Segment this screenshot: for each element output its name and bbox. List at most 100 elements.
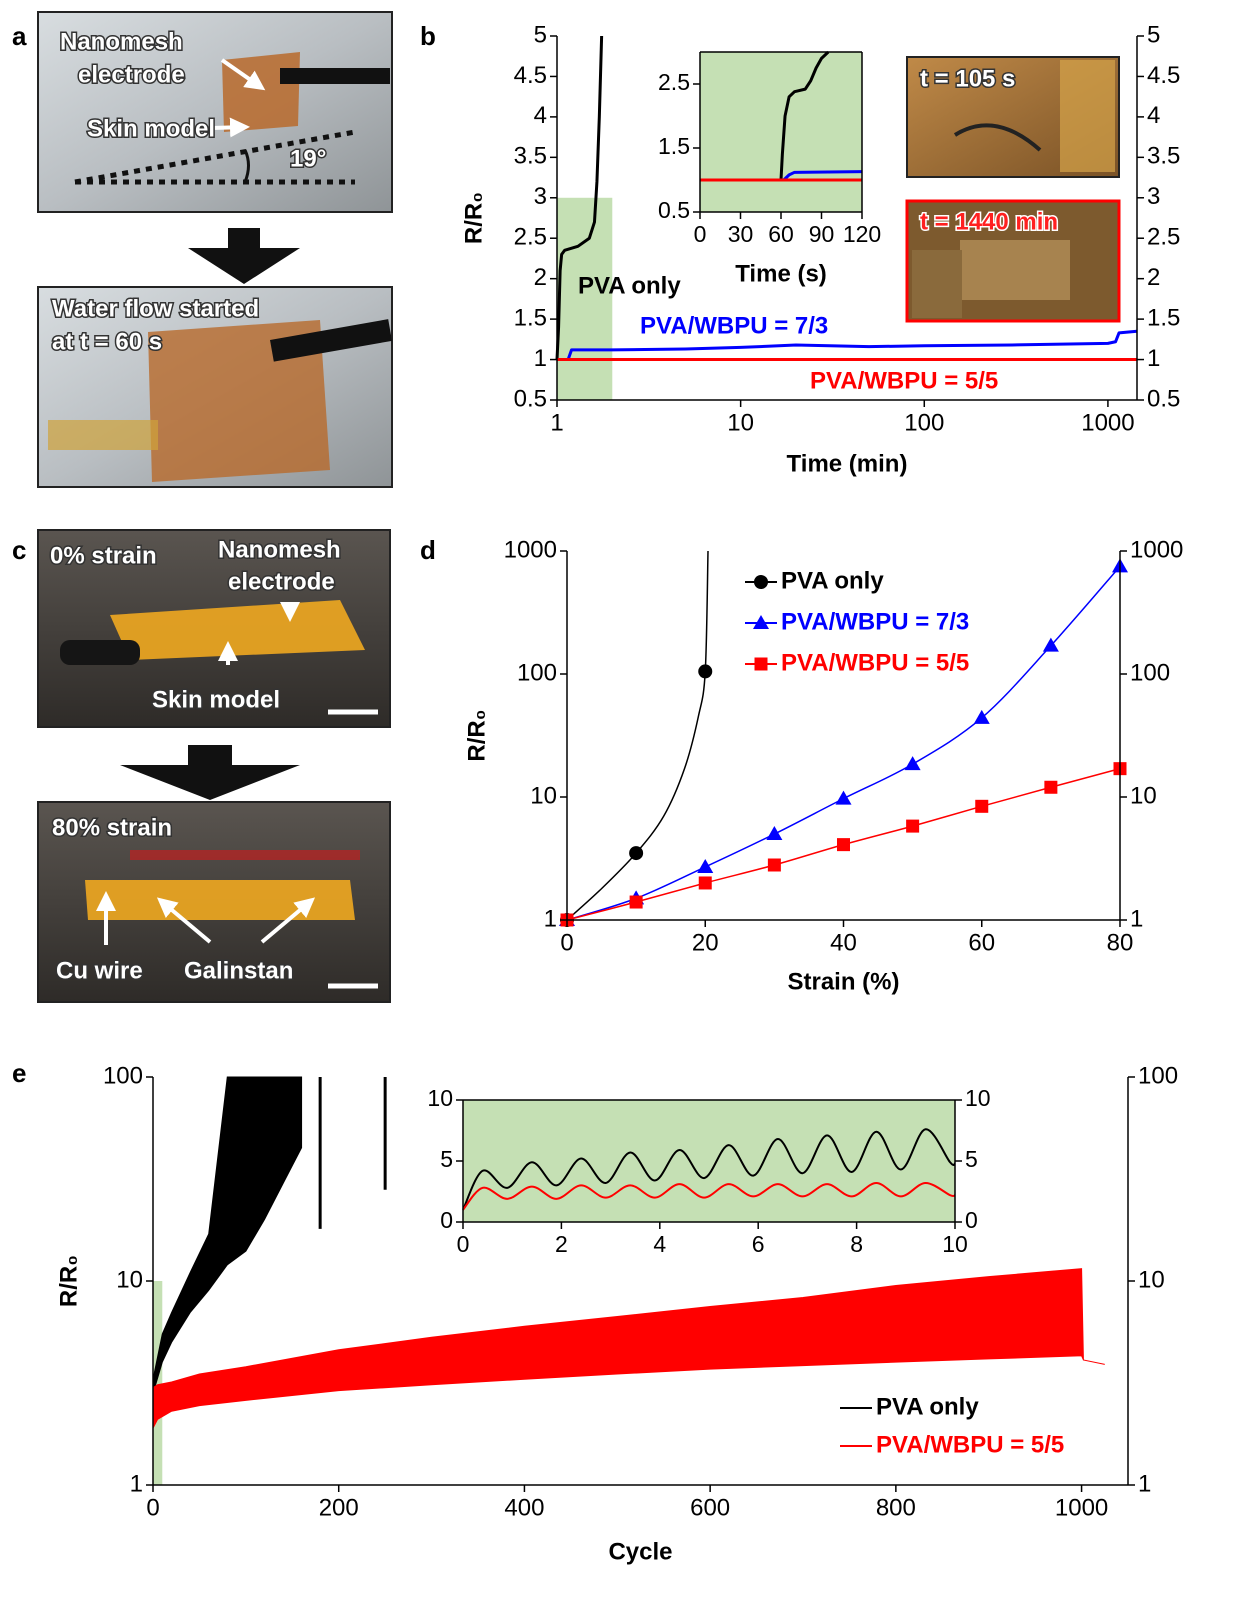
panel-label: c	[12, 535, 26, 565]
photo-label: Water flow started	[52, 295, 259, 322]
marker	[837, 838, 850, 851]
y-tick-label: 1	[544, 905, 557, 932]
photo: Nanomesh electrode Skin model 19°	[38, 12, 392, 212]
y-tick-label-right: 1	[1130, 905, 1143, 932]
photo-label: Skin model	[152, 686, 280, 713]
marker	[1044, 781, 1057, 794]
x-axis-title: Time (s)	[735, 260, 827, 287]
y-tick-label: 5	[534, 21, 547, 48]
y-tick-label-right: 3.5	[1147, 143, 1180, 170]
y-tick-label: 0.5	[658, 197, 690, 223]
x-tick-label: 60	[768, 221, 794, 247]
panel-label: b	[420, 21, 436, 51]
x-tick-label: 90	[809, 221, 835, 247]
y-tick-label-right: 5	[965, 1146, 978, 1172]
x-tick-label: 800	[876, 1494, 916, 1521]
y-tick-label-right: 2.5	[1147, 224, 1180, 251]
y-tick-label: 0	[440, 1207, 453, 1233]
y-tick-label: 1.5	[514, 304, 547, 331]
y-tick-label: 5	[440, 1146, 453, 1172]
marker	[975, 800, 988, 813]
y-tick-label-right: 100	[1138, 1062, 1178, 1089]
panel-label: e	[12, 1058, 26, 1088]
y-tick-label-right: 10	[965, 1085, 991, 1111]
photo-label: Nanomesh	[60, 28, 183, 55]
x-tick-label: 8	[850, 1231, 863, 1257]
series-label: PVA/WBPU = 7/3	[640, 312, 828, 339]
x-tick-label: 0	[457, 1231, 470, 1257]
series-label: PVA only	[578, 272, 681, 299]
marker	[905, 756, 921, 770]
y-tick-label: 10	[530, 782, 557, 809]
y-tick-label: 0.5	[514, 385, 547, 412]
series-line	[567, 551, 708, 920]
x-tick-label: 10	[727, 409, 754, 436]
y-tick-label: 1.5	[658, 133, 690, 159]
y-tick-label-right: 5	[1147, 21, 1160, 48]
photo-label: Nanomesh	[218, 536, 341, 563]
x-tick-label: 0	[146, 1494, 159, 1521]
photo: 0% strain Nanomesh electrode Skin model	[38, 530, 390, 727]
y-tick-label: 4	[534, 102, 547, 129]
arrow	[120, 745, 300, 800]
marker	[698, 664, 712, 678]
y-tick-label: 2.5	[658, 69, 690, 95]
photo: t = 105 s	[907, 57, 1119, 177]
legend-label: PVA only	[876, 1393, 979, 1420]
x-tick-label: 4	[653, 1231, 666, 1257]
y-tick-label: 3.5	[514, 143, 547, 170]
y-axis-title: R/R₀	[463, 709, 490, 761]
x-tick-label: 200	[319, 1494, 359, 1521]
y-tick-label-right: 0	[965, 1207, 978, 1233]
marker	[697, 859, 713, 873]
legend-label: PVA/WBPU = 5/5	[876, 1431, 1064, 1458]
figure: a b c d e Nanomesh electrode Skin model …	[0, 0, 1238, 1609]
y-axis-title: R/R₀	[460, 192, 487, 244]
photo-label: Skin model	[87, 115, 215, 142]
x-tick-label: 400	[504, 1494, 544, 1521]
photo-label: at t = 60 s	[52, 328, 162, 355]
y-tick-label-right: 1	[1147, 345, 1160, 372]
y-tick-label-right: 1000	[1130, 536, 1183, 563]
x-tick-label: 80	[1107, 929, 1134, 956]
x-tick-label: 20	[692, 929, 719, 956]
photo-label: 0% strain	[50, 542, 157, 569]
y-tick-label: 100	[103, 1062, 143, 1089]
x-tick-label: 30	[728, 221, 754, 247]
legend-marker	[754, 575, 768, 589]
marker	[766, 826, 782, 840]
x-tick-label: 120	[843, 221, 881, 247]
photo-label: Cu wire	[56, 957, 143, 984]
x-axis-title: Strain (%)	[787, 968, 899, 995]
x-tick-label: 0	[694, 221, 707, 247]
y-tick-label-right: 10	[1138, 1266, 1165, 1293]
x-tick-label: 40	[830, 929, 857, 956]
x-tick-label: 1000	[1081, 409, 1134, 436]
y-tick-label-right: 4.5	[1147, 62, 1180, 89]
photo-label: t = 105 s	[920, 65, 1015, 92]
panel-label: d	[420, 535, 436, 565]
marker	[906, 820, 919, 833]
y-tick-label-right: 3	[1147, 183, 1160, 210]
photo: 80% strain Cu wire Galinstan	[38, 802, 390, 1002]
y-axis-title: R/R₀	[55, 1255, 82, 1307]
legend-label: PVA/WBPU = 7/3	[781, 608, 969, 635]
series-label: PVA/WBPU = 5/5	[810, 367, 998, 394]
photo-label: Galinstan	[184, 957, 293, 984]
y-tick-label: 1000	[504, 536, 557, 563]
x-tick-label: 100	[904, 409, 944, 436]
y-tick-label-right: 10	[1130, 782, 1157, 809]
y-tick-label-right: 1	[1138, 1470, 1151, 1497]
photo-label: 19°	[290, 145, 326, 172]
x-tick-label: 2	[555, 1231, 568, 1257]
x-tick-label: 1000	[1055, 1494, 1108, 1521]
y-tick-label: 3	[534, 183, 547, 210]
marker	[630, 896, 643, 909]
marker	[629, 846, 643, 860]
photo-label: electrode	[78, 61, 185, 88]
y-tick-label: 2	[534, 264, 547, 291]
photo: Water flow started at t = 60 s	[38, 287, 392, 487]
x-tick-label: 6	[752, 1231, 765, 1257]
y-tick-label-right: 0.5	[1147, 385, 1180, 412]
x-tick-label: 60	[968, 929, 995, 956]
